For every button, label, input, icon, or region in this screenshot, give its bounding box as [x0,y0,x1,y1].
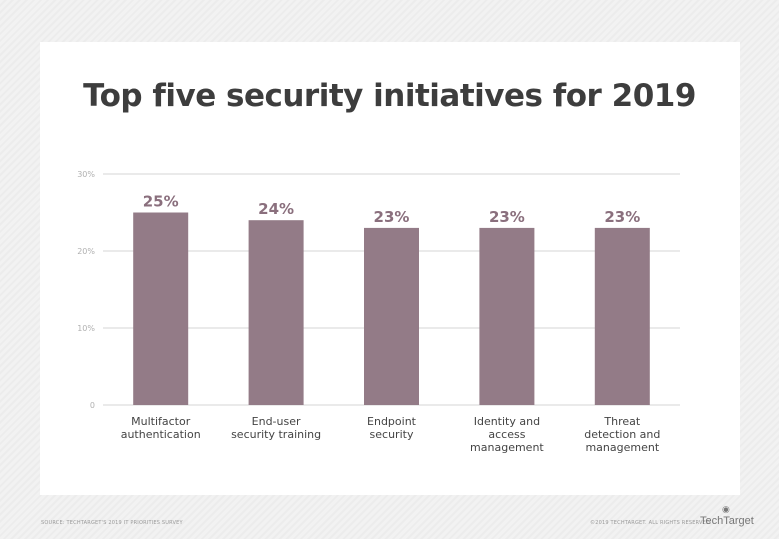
x-tick-label: Identity and [474,415,540,428]
eye-icon: ◉ [722,504,730,514]
techtarget-logo: ◉ TechTarget [700,504,754,527]
data-label: 25% [143,193,179,211]
bar [248,220,304,405]
data-label: 23% [489,208,525,226]
x-tick-label: security training [231,428,321,441]
bar [479,227,535,405]
chart-title: Top five security initiatives for 2019 [83,78,696,114]
logo-text: TechTarget [700,515,754,527]
x-tick-label: management [470,441,544,454]
x-tick-label: management [585,441,659,454]
x-tick-label: detection and [584,428,660,441]
data-label: 23% [604,208,640,226]
x-tick-label: End-user [252,415,301,428]
bar [364,227,419,405]
y-tick-label: 30% [77,170,95,179]
data-label: 24% [258,200,294,218]
x-tick-label: security [370,428,414,441]
source-note: SOURCE: TECHTARGET'S 2019 IT PRIORITIES … [41,520,183,526]
x-tick-label: authentication [121,428,201,441]
x-tick-label: Endpoint [367,415,417,428]
bar [594,227,650,405]
x-tick-label: access [488,428,525,441]
y-tick-label: 0 [90,401,95,410]
x-tick-label: Multifactor [131,415,191,428]
y-tick-label: 20% [77,247,95,256]
data-label: 23% [374,208,410,226]
y-tick-label: 10% [77,324,95,333]
bar [133,212,189,405]
copyright-note: ©2019 TECHTARGET. ALL RIGHTS RESERVED [590,520,710,526]
x-tick-label: Threat [603,415,640,428]
